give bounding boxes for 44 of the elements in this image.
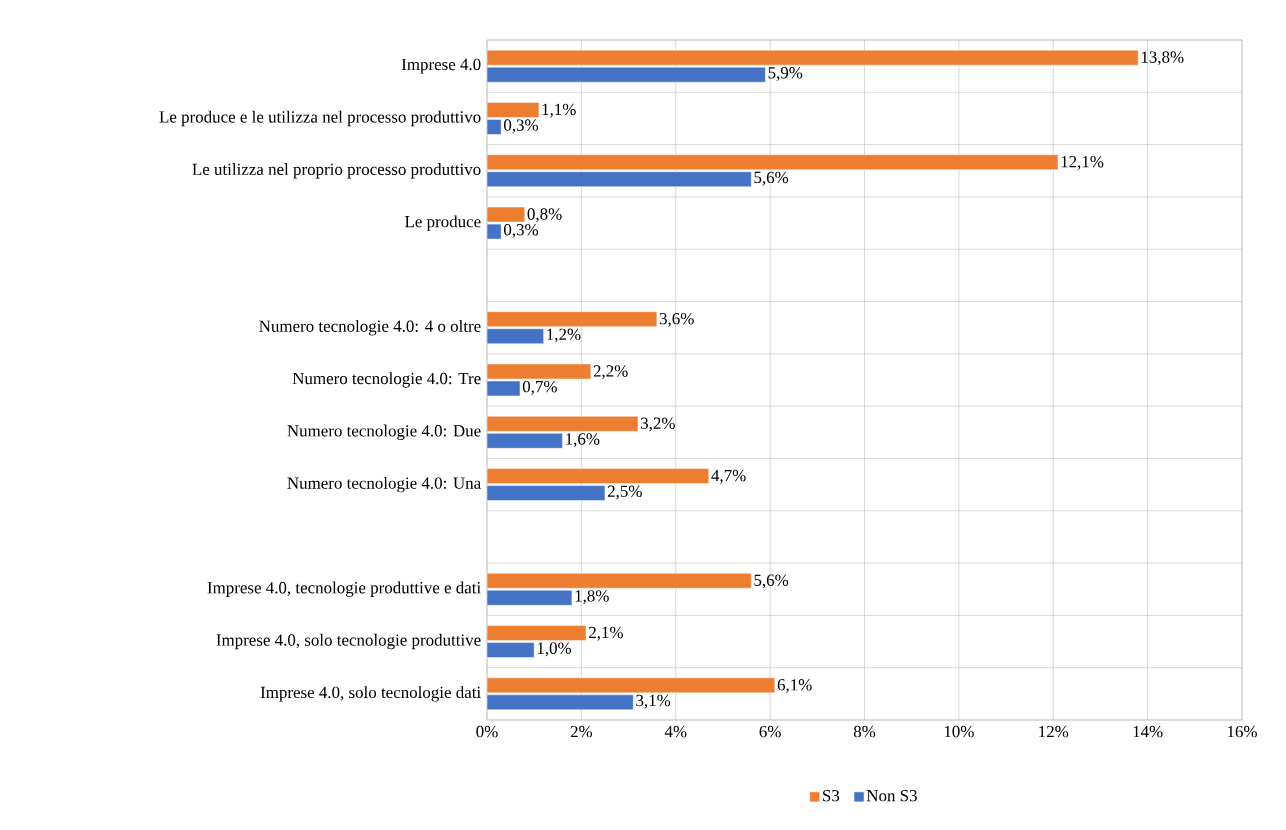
data-label: 1,2%	[547, 328, 581, 343]
data-label: 0,8%	[527, 208, 562, 223]
y-tick-label: Le produce	[405, 215, 481, 231]
data-label: 0,3%	[504, 119, 539, 134]
x-tick-label: 6%	[759, 725, 781, 738]
y-tick-label: Numero tecnologie 4.0: Una	[287, 476, 481, 493]
x-tick-label: 12%	[1039, 725, 1069, 738]
y-tick-label: Imprese 4.0	[401, 58, 481, 74]
data-label: 1,8%	[575, 590, 609, 605]
data-label: 4,7%	[711, 469, 746, 484]
y-tick-label: Le utilizza nel proprio processo produttivo	[192, 163, 481, 179]
data-label: 2,1%	[589, 626, 623, 641]
x-tick-label: 8%	[853, 725, 876, 738]
x-tick-label: 16%	[1227, 725, 1257, 738]
data-label: 13,8%	[1141, 51, 1184, 66]
legend-label: Non S3	[866, 789, 917, 802]
data-label: 5,9%	[768, 67, 803, 81]
x-tick-label: 2%	[570, 725, 593, 738]
data-label: 1,1%	[542, 103, 576, 118]
data-label: 0,7%	[522, 380, 557, 395]
data-label: 12,1%	[1061, 155, 1104, 170]
data-label: 3,1%	[636, 694, 671, 709]
x-tick-label: 10%	[944, 725, 974, 738]
data-label: 2,5%	[607, 485, 642, 500]
data-label: 6,1%	[777, 679, 812, 693]
legend-label: S3	[823, 789, 840, 802]
x-tick-label: 4%	[664, 725, 687, 738]
y-tick-label: Imprese 4.0, solo tecnologie produttive	[216, 633, 481, 650]
y-tick-label: Numero tecnologie 4.0: Tre	[292, 372, 481, 388]
y-tick-label: Le produce e le utilizza nel processo produttivo	[159, 110, 481, 127]
y-tick-label: Imprese 4.0, tecnologie produttive e dati	[207, 581, 481, 597]
y-tick-label: Imprese 4.0, solo tecnologie dati	[260, 686, 481, 702]
data-label: 1,0%	[537, 642, 572, 657]
data-label: 3,2%	[641, 417, 675, 432]
data-label: 0,3%	[504, 223, 539, 238]
data-label: 3,6%	[659, 312, 694, 327]
y-tick-label: Numero tecnologie 4.0: 4 o oltre	[259, 319, 481, 336]
data-label: 1,6%	[566, 433, 600, 448]
data-label: 5,6%	[754, 171, 789, 186]
data-label: 2,2%	[593, 365, 628, 380]
data-label: 5,6%	[754, 574, 789, 589]
y-tick-label: Numero tecnologie 4.0: Due	[287, 424, 481, 441]
x-tick-label: 0%	[476, 725, 498, 738]
x-tick-label: 14%	[1133, 725, 1163, 738]
